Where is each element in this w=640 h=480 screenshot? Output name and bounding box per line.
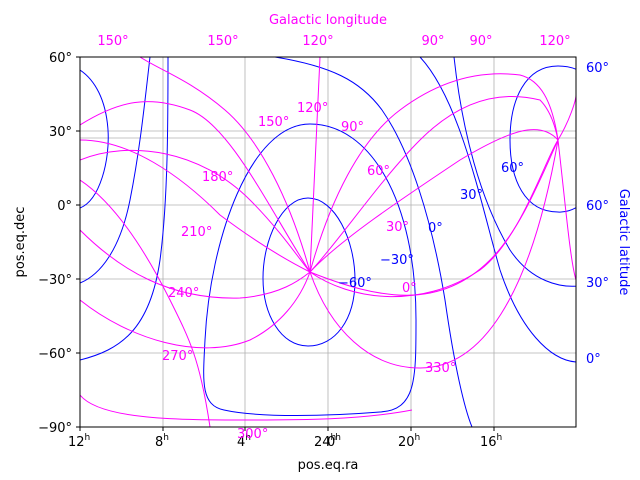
lat-curve-30 — [453, 57, 576, 287]
x-tick-label: 24h — [314, 433, 336, 450]
y-tick-label: 60° — [49, 51, 72, 66]
top-tick-label: 120° — [302, 34, 333, 49]
lat-curve-60-left — [80, 69, 109, 209]
x-tick-label: 12h — [68, 433, 90, 450]
x-tick-label: 8h — [155, 433, 169, 450]
lat-curve-0 — [274, 57, 473, 427]
y-axis-label: pos.eq.dec — [13, 207, 28, 278]
y-tick-label: −60° — [38, 347, 72, 362]
lon-curve-9 — [309, 73, 559, 273]
inline-lon-label: 270° — [162, 349, 193, 364]
right-axis-label: Galactic latitude — [616, 189, 631, 296]
lon-curve-12 — [557, 139, 576, 281]
lon-curve-6 — [80, 394, 413, 421]
x-tick-label: 0h — [327, 433, 341, 450]
inline-lon-label: 240° — [168, 286, 199, 301]
top-tick-label: 90° — [469, 34, 492, 49]
lon-curve-5 — [80, 139, 559, 369]
lon-curve-13 — [80, 179, 211, 427]
top-axis-label: Galactic longitude — [269, 13, 387, 28]
inline-lon-label: 300° — [237, 427, 268, 442]
top-tick-label: 150° — [207, 34, 238, 49]
right-tick-labels: 60° 60° 30° 0° — [586, 61, 609, 367]
lon-curve-7 — [309, 57, 321, 273]
inline-lon-label: 90° — [341, 120, 364, 135]
inline-lon-label: 60° — [367, 164, 390, 179]
x-tick-label: 16h — [480, 433, 502, 450]
top-tick-label: 120° — [539, 34, 570, 49]
inline-lat-label: 30° — [460, 188, 483, 203]
grid — [80, 57, 576, 427]
inline-longitude-labels: 120° 150° 90° 180° 60° 210° 30° 240° 0° … — [162, 101, 456, 442]
lon-curve-10 — [309, 95, 559, 273]
lat-curve-m60 — [262, 197, 356, 347]
inline-lon-label: 120° — [297, 101, 328, 116]
inline-lon-label: 210° — [181, 225, 212, 240]
lat-curve-30-lower — [80, 57, 169, 361]
inline-lat-label: −60° — [338, 276, 372, 291]
x-tick-labels: 12h 8h 4h 0h 24h 20h 16h — [68, 433, 502, 450]
left-tick-marks — [76, 56, 80, 428]
y-tick-label: 0° — [57, 199, 72, 214]
inline-lon-label: 150° — [258, 115, 289, 130]
lat-curve-0-left — [80, 57, 151, 284]
x-tick-label: 4h — [237, 433, 251, 450]
top-tick-label: 150° — [97, 34, 128, 49]
right-tick-label: 0° — [586, 352, 601, 367]
top-tick-labels: 150° 150° 120° 90° 90° 120° — [97, 34, 570, 49]
inline-lon-label: 30° — [386, 220, 409, 235]
lat-curve-lower-right — [419, 57, 576, 363]
lon-curve-8 — [139, 57, 311, 273]
y-tick-label: −90° — [38, 421, 72, 436]
inline-lat-label: 0° — [428, 221, 443, 236]
right-tick-label: 60° — [586, 199, 609, 214]
lon-curve-4 — [80, 229, 311, 299]
lon-curve-11 — [557, 94, 576, 141]
right-tick-label: 60° — [586, 61, 609, 76]
right-tick-label: 30° — [586, 276, 609, 291]
y-tick-label: −30° — [38, 273, 72, 288]
inline-lon-label: 330° — [425, 361, 456, 376]
lon-curve-3 — [80, 139, 559, 296]
inline-latitude-labels: 60° 30° 0° −30° −60° — [338, 161, 524, 291]
x-tick-label: 20h — [398, 433, 420, 450]
y-tick-label: 30° — [49, 125, 72, 140]
inline-lon-label: 0° — [402, 281, 417, 296]
top-tick-label: 90° — [421, 34, 444, 49]
y-tick-labels: 60° 30° 0° −30° −60° −90° — [38, 51, 72, 436]
inline-lat-label: −30° — [380, 253, 414, 268]
lat-curve-60 — [509, 65, 576, 213]
x-axis-label: pos.eq.ra — [298, 458, 359, 473]
lat-curve-m30 — [203, 123, 417, 416]
inline-lat-label: 60° — [501, 161, 524, 176]
latitude-curves — [80, 57, 576, 427]
bottom-tick-marks — [79, 427, 495, 431]
longitude-curves — [80, 57, 576, 427]
inline-lon-label: 180° — [202, 170, 233, 185]
